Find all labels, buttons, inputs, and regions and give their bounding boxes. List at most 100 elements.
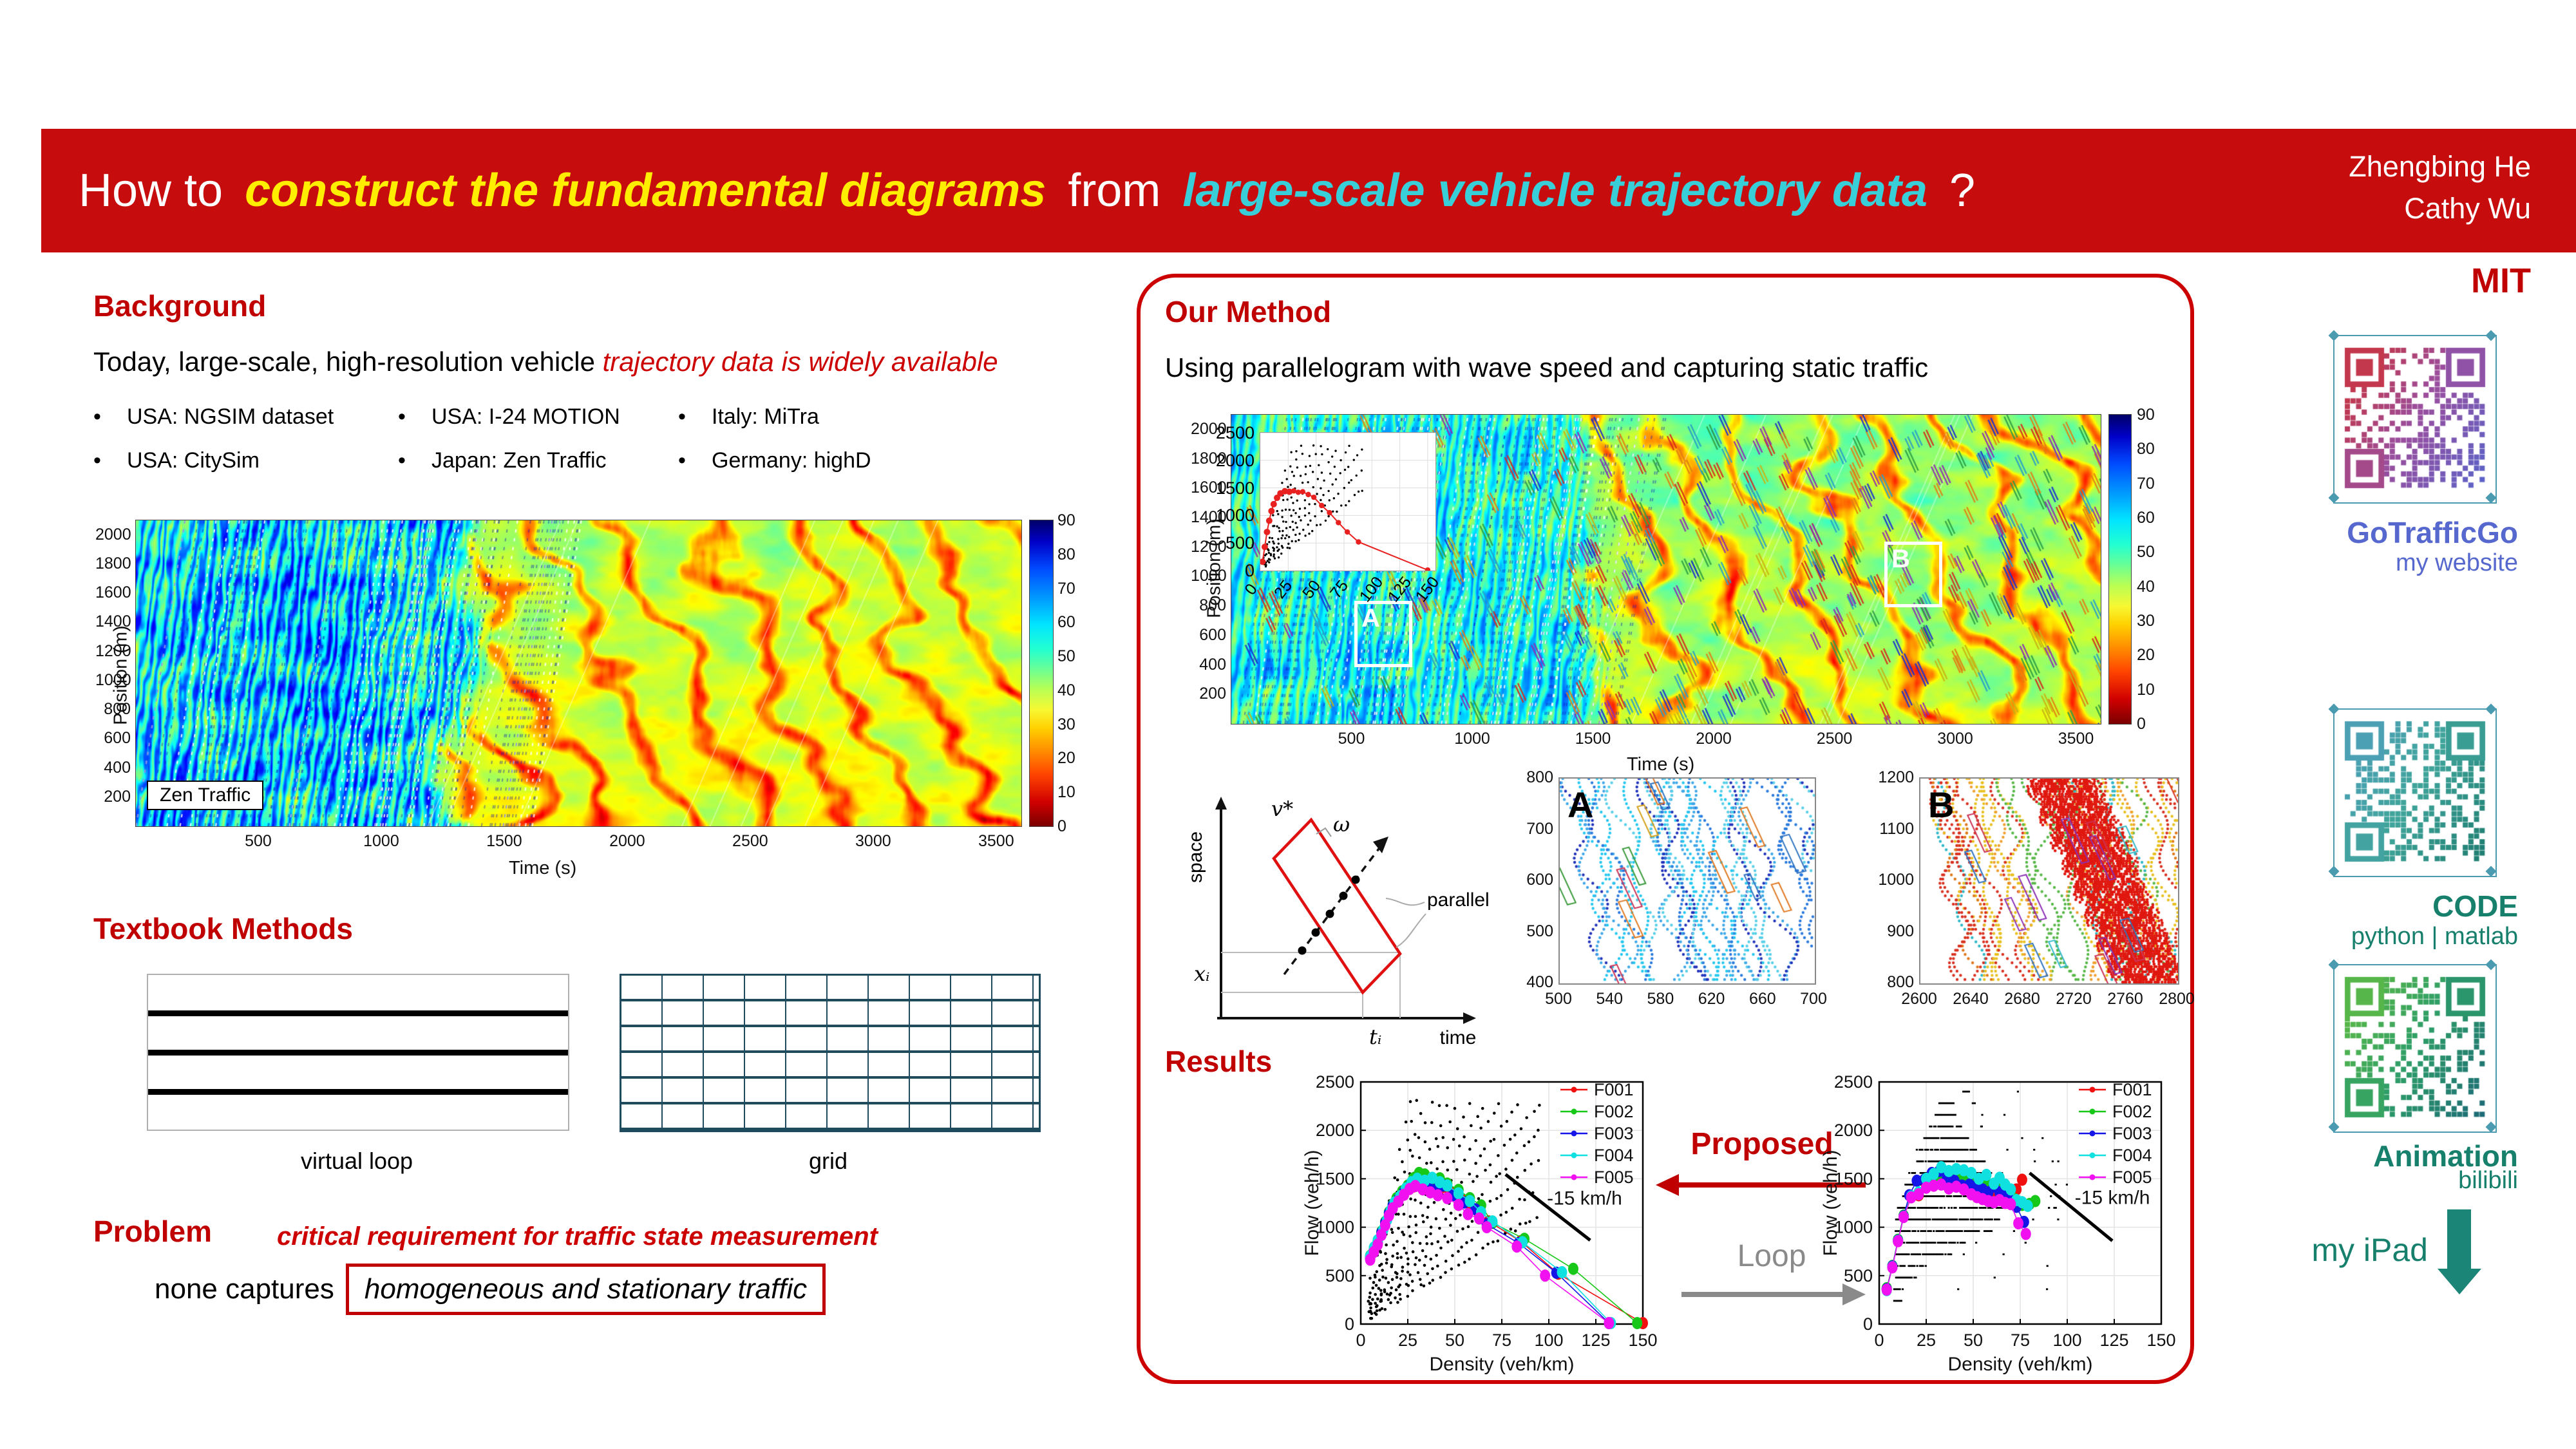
- loop-label: Loop: [1737, 1239, 1806, 1273]
- circle-element: [1425, 567, 1431, 571]
- circle-element: [2089, 1108, 2096, 1115]
- rect-element: [1929, 1148, 1932, 1151]
- y-tick-label: 2000: [1191, 419, 1227, 438]
- rect-element: [1949, 1148, 1952, 1151]
- rect-element: [1961, 1160, 1964, 1162]
- ellipse-element: [1379, 1219, 1390, 1232]
- ipad-label: my iPad: [2311, 1232, 2428, 1268]
- circle-element: [1291, 471, 1294, 473]
- circle-element: [1429, 1161, 1433, 1164]
- rect-element: [1972, 1148, 1975, 1151]
- hm1-xlabel: Time (s): [509, 858, 577, 878]
- rect-element: [2006, 1148, 2009, 1151]
- circle-element: [1333, 466, 1336, 468]
- rect-element: [1930, 1195, 1933, 1197]
- detail-plot-a-canvas: [1558, 777, 1816, 985]
- circle-element: [1466, 1225, 1470, 1229]
- rect-element: [1975, 1242, 1978, 1244]
- title-part-5: ?: [1936, 165, 1975, 216]
- circle-element: [1305, 491, 1311, 498]
- rect-element: [1960, 1148, 1964, 1151]
- circle-element: [1314, 515, 1316, 518]
- rect-element: [1969, 1207, 1971, 1209]
- rect-element: [1939, 1207, 1942, 1209]
- rect-element: [1917, 1242, 1920, 1244]
- rect-element: [1923, 1137, 1926, 1139]
- rect-element: [1899, 1300, 1901, 1302]
- colorbar-tick-label: 50: [1057, 647, 1075, 666]
- circle-element: [1303, 507, 1307, 509]
- circle-element: [1334, 478, 1338, 481]
- qr-frame-diamond: [2485, 866, 2497, 877]
- circle-element: [1348, 500, 1350, 502]
- qr-animation-title: Animation: [2373, 1139, 2518, 1173]
- circle-element: [1294, 533, 1297, 536]
- background-intro: Today, large-scale, high-resolution vehi…: [93, 346, 998, 377]
- rect-element: [1930, 1137, 1933, 1139]
- circle-element: [1369, 1306, 1372, 1310]
- circle-element: [1449, 1211, 1453, 1215]
- rect-element: [1960, 1137, 1962, 1139]
- circle-element: [1453, 1106, 1457, 1110]
- circle-element: [2089, 1086, 2096, 1093]
- circle-element: [1468, 1148, 1472, 1151]
- colorbar-tick-label: 70: [1057, 579, 1075, 598]
- circle-element: [1432, 1200, 1436, 1204]
- rect-element: [1965, 1148, 1967, 1151]
- y-tick-label: 1400: [95, 612, 131, 631]
- rect-element: [2034, 1160, 2036, 1162]
- rect-element: [1989, 1218, 1992, 1220]
- colorbar-tick-label: 80: [2137, 440, 2155, 459]
- circle-element: [1446, 1240, 1450, 1244]
- qr-animation-canvas: [2342, 974, 2488, 1120]
- colorbar-tick-label: 0: [2137, 715, 2146, 733]
- rect-element: [1960, 1242, 1964, 1244]
- rect-element: [1910, 1276, 1913, 1279]
- circle-element: [1439, 1276, 1443, 1279]
- rect-element: [1897, 1300, 1900, 1302]
- ellipse-element: [1453, 1198, 1464, 1211]
- rect-element: [1926, 1148, 1928, 1151]
- qr-animation: [2328, 959, 2497, 1133]
- rect-element: [1984, 1160, 1986, 1162]
- rect-element: [1958, 1218, 1961, 1220]
- y-tick-label: 600: [1526, 871, 1553, 889]
- rect-element: [1911, 1171, 1913, 1174]
- circle-element: [1504, 1168, 1508, 1171]
- circle-element: [1273, 553, 1275, 556]
- circle-element: [1496, 1239, 1500, 1243]
- rect-element: [1959, 1242, 1962, 1244]
- circle-element: [1285, 534, 1288, 537]
- rect-element: [1940, 1137, 1942, 1139]
- circle-element: [1303, 499, 1307, 502]
- problem-statement: none captures homogeneous and stationary…: [155, 1264, 826, 1315]
- rect-element: [1901, 1230, 1904, 1233]
- circle-element: [1489, 1180, 1493, 1184]
- rect-element: [1950, 1195, 1953, 1197]
- circle-element: [1281, 509, 1283, 512]
- circle-element: [1368, 1309, 1372, 1313]
- rect-element: [1954, 1113, 1956, 1116]
- rect-element: [2000, 1207, 2002, 1209]
- rect-element: [1957, 1195, 1960, 1197]
- colorbar-tick-label: 60: [1057, 613, 1075, 632]
- text-element: 75: [1492, 1331, 1511, 1350]
- rect-element: [1969, 1148, 1972, 1151]
- rect-element: [1900, 1230, 1902, 1233]
- rect-element: [1924, 1253, 1927, 1256]
- circle-element: [1508, 1137, 1512, 1141]
- circle-element: [1455, 1168, 1459, 1171]
- circle-element: [1470, 1238, 1473, 1242]
- circle-element: [1292, 502, 1294, 504]
- rect-element: [1908, 1242, 1911, 1244]
- ellipse-element: [2005, 1198, 2016, 1211]
- loop-bar: [148, 1010, 568, 1016]
- circle-element: [1477, 1197, 1481, 1200]
- circle-element: [1374, 1283, 1378, 1287]
- rect-element: [1935, 1137, 1937, 1139]
- ellipse-element: [1966, 1166, 1977, 1179]
- circle-element: [1417, 1258, 1421, 1262]
- circle-element: [1286, 488, 1293, 495]
- rect-element: [1916, 1218, 1918, 1220]
- y-tick-label: 800: [1199, 596, 1226, 615]
